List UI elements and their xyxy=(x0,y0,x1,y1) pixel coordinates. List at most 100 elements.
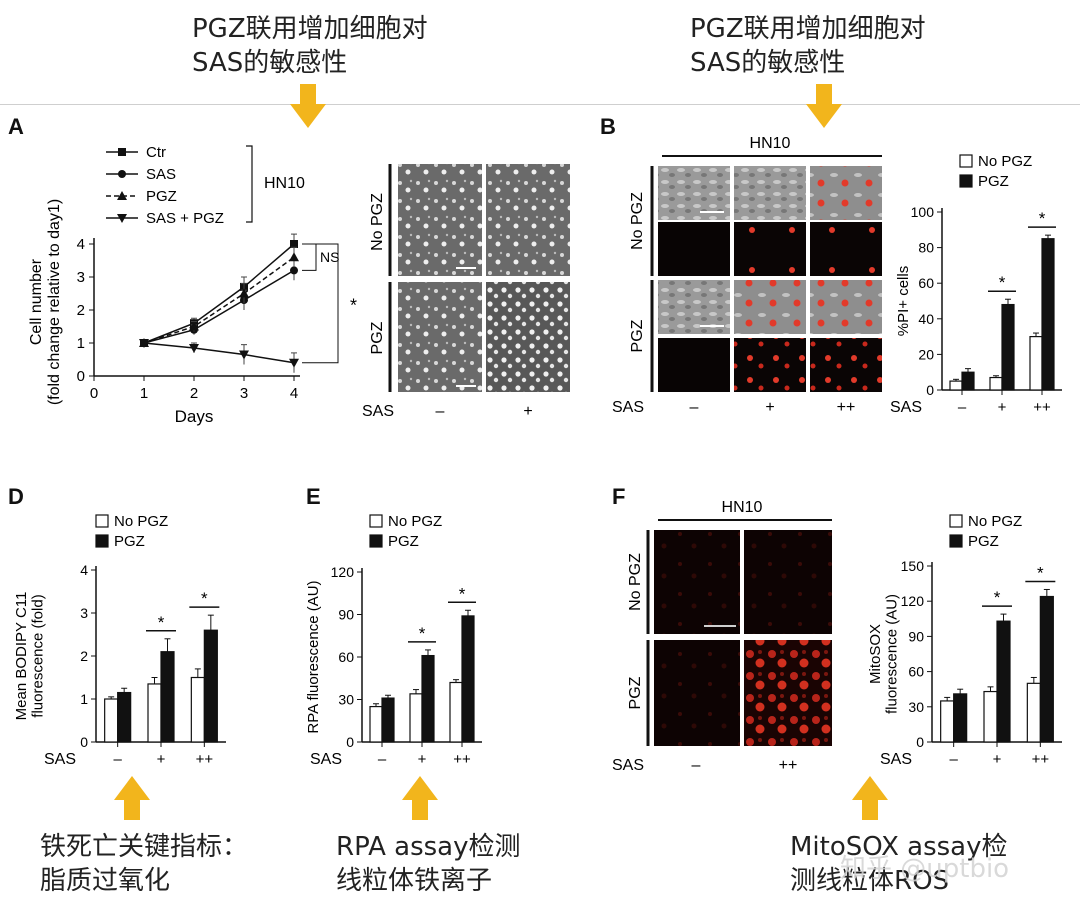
micro-b-r4-c3 xyxy=(810,338,882,392)
bar-x-tick-label: + xyxy=(998,399,1007,416)
bar-legend-swatch xyxy=(949,514,963,528)
a-legend-marker xyxy=(117,191,127,200)
a-series-ctr xyxy=(140,233,298,347)
bar-pgz xyxy=(1001,303,1015,391)
bar-x-tick-label: – xyxy=(378,751,387,768)
a-series-line xyxy=(143,269,295,344)
bar-legend-label: No PGZ xyxy=(114,513,168,530)
micro-b-r3-c3 xyxy=(810,280,882,334)
arrow-down-icon-a xyxy=(290,84,326,128)
micro-b-row-label-pgz: PGZ xyxy=(629,319,646,352)
micro-f-sas-col-minus: – xyxy=(692,757,701,774)
bar-legend-label: PGZ xyxy=(968,533,999,550)
bar-y-tick-label: 0 xyxy=(346,734,354,750)
micro-a-sas-label: SAS xyxy=(362,403,394,420)
a-legend-label: Ctr xyxy=(146,144,166,161)
bar-sas-label: SAS xyxy=(880,751,912,768)
panel-a-line-chart: 0 1 2 3 4 0 1 2 3 4 Days Cell number(fold change re… xyxy=(28,144,357,426)
a-y-tick-label: 0 xyxy=(77,368,85,385)
bar-sig-star: * xyxy=(994,588,1001,607)
panel-f-bar-chart: 0 30 60 90 120 150 MitoSOXfluorescence (AU) – + *… xyxy=(867,513,1062,768)
micro-b-cell-line: HN10 xyxy=(750,135,791,152)
micro-a-nopgz-plus xyxy=(486,164,570,276)
bar-pgz xyxy=(461,615,475,743)
a-point xyxy=(290,240,298,248)
a-y-tick-label: 2 xyxy=(77,302,85,319)
bar-nopgz xyxy=(369,705,383,743)
bar-legend-swatch xyxy=(95,514,109,528)
bar-y-tick-label: 60 xyxy=(338,649,354,665)
a-legend-marker xyxy=(117,214,127,223)
panel-letter-e: E xyxy=(306,484,321,509)
a-legend-label: SAS xyxy=(146,166,176,183)
panel-f-micrographs: HN10 No PGZ PGZ SAS – ++ xyxy=(612,494,838,784)
micro-b-sas-col-2: + xyxy=(765,399,774,416)
bar-y-tick-label: 100 xyxy=(911,204,935,220)
bar-y-tick-label: 30 xyxy=(338,692,354,708)
panel-letter-b: B xyxy=(600,114,616,139)
bar-y-tick-label: 150 xyxy=(901,558,925,574)
panel-a-micrographs: No PGZ PGZ SAS – + xyxy=(360,160,580,430)
micro-f-nopgz-minus xyxy=(654,530,740,634)
bar-sig-star: * xyxy=(158,613,165,632)
micro-f-pgz-minus xyxy=(654,640,740,746)
bar-y-axis-label: MitoSOXfluorescence (AU) xyxy=(867,594,901,714)
bar-y-tick-label: 20 xyxy=(918,346,934,362)
bar-sig-star: * xyxy=(1037,563,1044,582)
micro-a-pgz-plus xyxy=(486,282,570,392)
a-x-tick-label: 4 xyxy=(290,385,298,402)
bar-pgz xyxy=(381,697,395,743)
bar-x-tick-label: – xyxy=(958,399,967,416)
bar-sig-star: * xyxy=(201,589,208,608)
micro-f-row-label-pgz: PGZ xyxy=(627,676,644,709)
bar-y-tick-label: 0 xyxy=(916,734,924,750)
a-y-tick-label: 4 xyxy=(77,236,85,253)
a-x-axis-label: Days xyxy=(175,407,214,426)
micro-f-cell-line: HN10 xyxy=(722,499,763,516)
arrow-down-icon-b xyxy=(806,84,842,128)
bar-nopgz xyxy=(104,698,119,743)
micro-a-nopgz-minus xyxy=(398,164,482,276)
bar-legend-swatch xyxy=(949,534,963,548)
a-legend-marker xyxy=(118,148,126,156)
micro-b-r2-c2 xyxy=(734,222,806,276)
bar-pgz xyxy=(1039,595,1054,743)
bar-legend-swatch xyxy=(369,534,383,548)
micro-b-r4-c1 xyxy=(658,338,730,392)
micro-b-r4-c2 xyxy=(734,338,806,392)
bar-pgz xyxy=(160,651,175,743)
bar-pgz xyxy=(996,620,1011,743)
bar-legend-label: No PGZ xyxy=(968,513,1022,530)
bar-sas-label: SAS xyxy=(310,751,342,768)
bar-legend-label: PGZ xyxy=(114,533,145,550)
bar-y-tick-label: 80 xyxy=(918,240,934,256)
a-star-label: * xyxy=(350,295,357,315)
bar-legend-label: PGZ xyxy=(388,533,419,550)
a-point xyxy=(189,343,199,353)
panel-b-bar-chart: 0 20 40 60 80 100 %PI+ cells – + * ++ * SAS No PGZ PGZ xyxy=(890,153,1062,416)
bar-pgz xyxy=(421,654,435,743)
bar-sig-star: * xyxy=(419,624,426,643)
bar-y-axis-label: %PI+ cells xyxy=(895,266,912,336)
bar-x-tick-label: ++ xyxy=(1033,399,1051,416)
bar-x-tick-label: ++ xyxy=(196,751,214,768)
bar-nopgz xyxy=(1029,336,1043,391)
micro-b-sas-col-1: – xyxy=(690,399,699,416)
a-point xyxy=(289,358,299,368)
bar-legend-swatch xyxy=(369,514,383,528)
a-star-bracket xyxy=(302,243,339,364)
bar-sas-label: SAS xyxy=(890,399,922,416)
bar-pgz xyxy=(117,691,132,743)
bar-x-tick-label: + xyxy=(993,751,1002,768)
bar-y-axis-label: RPA fluorescence (AU) xyxy=(305,580,322,733)
micro-b-r3-c2 xyxy=(734,280,806,334)
a-x-tick-label: 0 xyxy=(90,385,98,402)
caption-top-right: PGZ联用增加细胞对 SAS的敏感性 xyxy=(690,14,926,78)
bar-y-tick-label: 60 xyxy=(908,664,924,680)
bar-nopgz xyxy=(983,690,998,743)
bar-y-tick-label: 90 xyxy=(338,607,354,623)
micro-f-sas-col-plus: ++ xyxy=(779,757,798,774)
bar-y-tick-label: 30 xyxy=(908,699,924,715)
micro-f-sas-label: SAS xyxy=(612,757,644,774)
a-point xyxy=(239,350,249,360)
